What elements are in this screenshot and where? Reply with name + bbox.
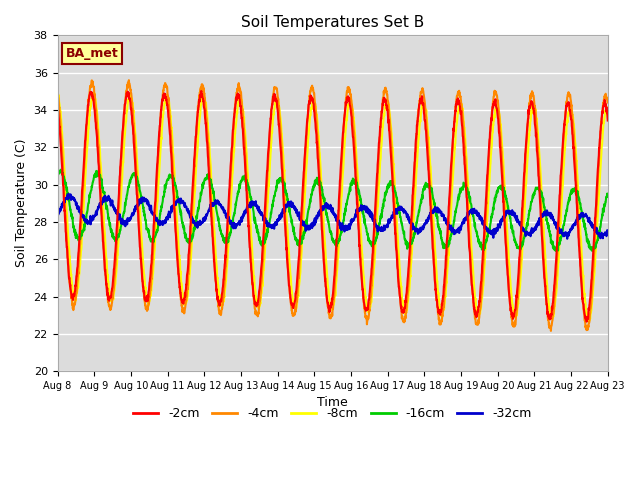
-8cm <box>349 106 356 112</box>
-8cm <box>571 132 579 138</box>
Legend: -2cm, -4cm, -8cm, -16cm, -32cm: -2cm, -4cm, -8cm, -16cm, -32cm <box>129 402 537 425</box>
-16cm <box>556 241 563 247</box>
-4cm <box>604 99 612 105</box>
-8cm <box>556 242 563 248</box>
-4cm <box>207 197 215 203</box>
-2cm <box>361 303 369 309</box>
-2cm <box>54 100 61 106</box>
-2cm <box>556 198 563 204</box>
-32cm <box>65 191 72 197</box>
-4cm <box>54 86 61 92</box>
X-axis label: Time: Time <box>317 396 348 409</box>
-32cm <box>604 228 612 234</box>
-32cm <box>556 228 563 234</box>
-2cm <box>349 129 356 135</box>
-16cm <box>349 179 356 184</box>
Line: -8cm: -8cm <box>58 93 608 322</box>
-16cm <box>54 172 61 178</box>
-8cm <box>207 175 215 180</box>
-8cm <box>54 92 61 97</box>
-4cm <box>493 92 500 98</box>
-16cm <box>588 248 596 254</box>
-8cm <box>604 107 612 112</box>
-2cm <box>583 319 591 324</box>
-32cm <box>349 217 356 223</box>
Text: BA_met: BA_met <box>66 47 118 60</box>
-4cm <box>361 306 369 312</box>
-16cm <box>361 216 369 222</box>
Title: Soil Temperatures Set B: Soil Temperatures Set B <box>241 15 424 30</box>
Line: -4cm: -4cm <box>58 80 608 331</box>
-32cm <box>571 220 579 226</box>
-4cm <box>547 328 555 334</box>
Y-axis label: Soil Temperature (C): Soil Temperature (C) <box>15 139 28 267</box>
-8cm <box>493 105 500 111</box>
-32cm <box>493 228 500 234</box>
-4cm <box>556 212 563 218</box>
-2cm <box>571 162 579 168</box>
-4cm <box>571 150 579 156</box>
-8cm <box>585 319 593 324</box>
Line: -2cm: -2cm <box>58 91 608 322</box>
-32cm <box>54 213 61 218</box>
-8cm <box>90 90 98 96</box>
-8cm <box>361 285 369 291</box>
-32cm <box>563 236 571 241</box>
-16cm <box>493 189 500 195</box>
-16cm <box>571 185 579 191</box>
Line: -16cm: -16cm <box>58 170 608 251</box>
Line: -32cm: -32cm <box>58 194 608 239</box>
-2cm <box>207 214 215 219</box>
-16cm <box>57 167 65 173</box>
-32cm <box>207 203 215 209</box>
-4cm <box>125 77 132 83</box>
-16cm <box>207 180 215 186</box>
-2cm <box>197 88 205 94</box>
-16cm <box>604 192 612 198</box>
-2cm <box>493 106 500 111</box>
-4cm <box>349 111 356 117</box>
-32cm <box>361 205 369 211</box>
-2cm <box>604 118 612 123</box>
